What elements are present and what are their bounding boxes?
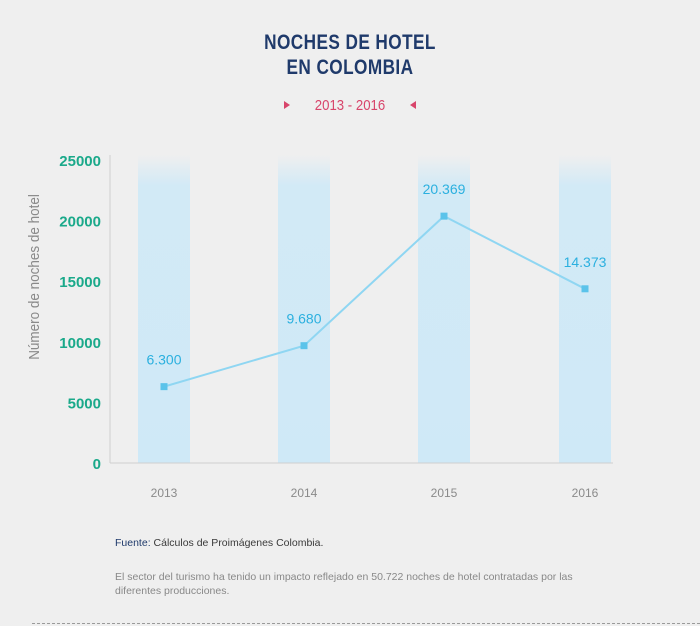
y-tick-label: 5000 — [68, 395, 101, 412]
x-tick-label: 2015 — [431, 486, 458, 500]
y-tick-label: 25000 — [59, 153, 101, 170]
column-band-2013 — [138, 155, 190, 463]
data-label-2014: 9.680 — [286, 311, 321, 327]
y-tick-label: 0 — [93, 456, 101, 473]
data-label-2016: 14.373 — [564, 254, 607, 270]
subtitle-row: 2013 - 2016 — [0, 96, 700, 116]
series-line — [163, 214, 586, 388]
y-tick-label: 20000 — [59, 214, 101, 231]
data-point-2016 — [581, 285, 589, 293]
triangle-left-icon — [410, 101, 416, 109]
data-point-2015 — [440, 212, 448, 220]
y-tick-label: 10000 — [59, 335, 101, 352]
footnote: El sector del turismo ha tenido un impac… — [115, 571, 573, 597]
chart-title-line2: EN COLOMBIA — [286, 56, 414, 79]
data-point-2014 — [300, 342, 308, 350]
source-label: Fuente: — [115, 537, 151, 549]
chart-title-line1: NOCHES DE HOTEL — [264, 31, 436, 54]
triangle-right-icon — [284, 101, 290, 109]
column-band-2016 — [559, 155, 611, 463]
column-band-2014 — [278, 155, 330, 463]
data-point-2013 — [160, 383, 168, 391]
chart-subtitle: 2013 - 2016 — [314, 97, 386, 114]
data-label-2015: 20.369 — [423, 181, 466, 197]
y-tick-label: 15000 — [59, 274, 101, 291]
x-tick-label: 2016 — [572, 486, 599, 500]
x-tick-label: 2013 — [151, 486, 178, 500]
x-tick-label: 2014 — [291, 486, 318, 500]
y-axis-label: Número de noches de hotel — [26, 194, 43, 360]
source-line: Fuente: Cálculos de Proimágenes Colombia… — [115, 537, 323, 549]
data-label-2013: 6.300 — [146, 352, 181, 368]
source-text: Cálculos de Proimágenes Colombia. — [153, 537, 324, 549]
divider — [32, 623, 700, 624]
chart-title: NOCHES DE HOTEL EN COLOMBIA — [63, 30, 637, 80]
column-band-2015 — [418, 155, 470, 463]
